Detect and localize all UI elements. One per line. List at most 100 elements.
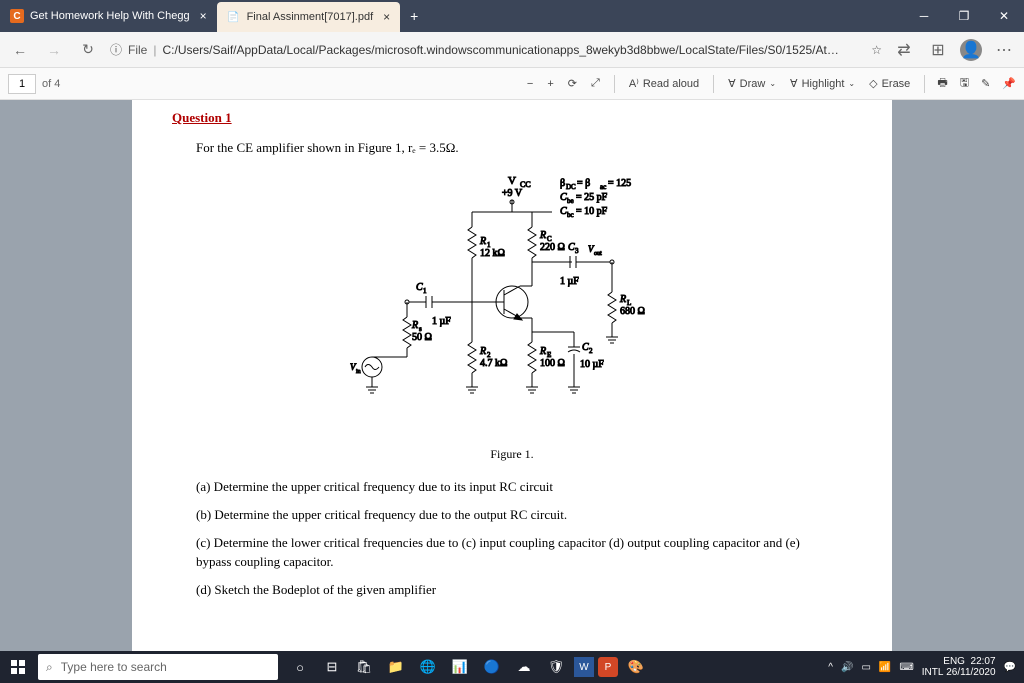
svg-text:2: 2 — [589, 347, 593, 355]
part-a: (a) Determine the upper critical frequen… — [196, 478, 828, 496]
system-tray: ^ 🔊 ▭ 📶 ⌨ ENG 22:07 INTL 26/11/2020 💬 — [828, 656, 1024, 678]
svg-text:R: R — [479, 346, 486, 357]
svg-text:= β: = β — [577, 178, 590, 189]
question-title: Question 1 — [172, 110, 852, 126]
word-icon[interactable]: W — [574, 657, 594, 677]
figure-caption: Figure 1. — [172, 447, 852, 462]
battery-icon[interactable]: ▭ — [861, 662, 870, 673]
url-text: C:/Users/Saif/AppData/Local/Packages/mic… — [162, 43, 838, 57]
back-button[interactable]: ← — [8, 38, 32, 62]
settings-icon[interactable]: ⇄ — [892, 38, 916, 62]
save-button[interactable]: 🖫 — [960, 74, 969, 93]
tab-pdf[interactable]: 📄 Final Assinment[7017].pdf × — [217, 2, 401, 32]
print-button[interactable]: 🖶 — [937, 74, 947, 93]
powerpoint-icon[interactable]: P — [598, 657, 618, 677]
notifications-icon[interactable]: 💬 — [1004, 662, 1016, 673]
taskview-icon[interactable]: ⊟ — [318, 653, 346, 681]
maximize-button[interactable]: ❐ — [944, 0, 984, 32]
svg-text:R: R — [539, 230, 546, 241]
svg-text:50 Ω: 50 Ω — [412, 332, 432, 343]
part-d: (d) Sketch the Bodeplot of the given amp… — [196, 581, 828, 599]
edge-icon[interactable]: 🌐 — [414, 653, 442, 681]
security-icon[interactable]: 🛡 — [542, 653, 570, 681]
cortana-icon[interactable]: ○ — [286, 653, 314, 681]
search-icon: ⌕ — [46, 660, 53, 675]
vcc-label: V — [508, 175, 516, 187]
svg-text:12 kΩ: 12 kΩ — [480, 248, 505, 259]
refresh-button[interactable]: ↻ — [76, 38, 100, 62]
tab-label: Get Homework Help With Chegg — [30, 10, 190, 22]
url-prefix: File — [128, 43, 147, 57]
part-c: (c) Determine the lower critical frequen… — [196, 534, 828, 570]
app2-icon[interactable]: 🎨 — [622, 653, 650, 681]
collections-icon[interactable]: ⊞ — [926, 38, 950, 62]
pin-button[interactable]: 📌 — [1002, 77, 1016, 90]
svg-text:1: 1 — [423, 287, 427, 295]
svg-text:be: be — [567, 197, 574, 205]
input-icon[interactable]: ⌨ — [899, 662, 913, 673]
new-tab-button[interactable]: + — [400, 8, 428, 24]
forward-button[interactable]: → — [42, 38, 66, 62]
wifi-icon[interactable]: 📶 — [879, 662, 891, 673]
search-placeholder: Type here to search — [61, 660, 167, 674]
pdf-viewport: Question 1 For the CE amplifier shown in… — [0, 100, 1024, 651]
svg-text:in: in — [356, 369, 361, 375]
highlight-button[interactable]: ∀Highlight⌄ — [790, 77, 855, 90]
draw-button[interactable]: ∀Draw⌄ — [728, 77, 776, 90]
svg-text:C: C — [560, 192, 567, 203]
svg-text:bc: bc — [567, 211, 574, 219]
cloud-icon[interactable]: ☁ — [510, 653, 538, 681]
svg-text:220 Ω: 220 Ω — [540, 242, 565, 253]
start-button[interactable] — [0, 651, 36, 683]
part-b: (b) Determine the upper critical frequen… — [196, 506, 828, 524]
volume-icon[interactable]: 🔊 — [841, 662, 853, 673]
close-icon[interactable]: × — [200, 9, 207, 23]
taskbar: ⌕ Type here to search ○ ⊟ 🛍 📁 🌐 📊 🔵 ☁ 🛡 … — [0, 651, 1024, 683]
pdf-toolbar: of 4 − + ⟳ ⤢ A⁾Read aloud ∀Draw⌄ ∀Highli… — [0, 68, 1024, 100]
pdf-page: Question 1 For the CE amplifier shown in… — [132, 100, 892, 651]
read-aloud-button[interactable]: A⁾Read aloud — [629, 77, 699, 90]
star-icon[interactable]: ☆ — [871, 43, 882, 57]
page-number-input[interactable] — [8, 74, 36, 94]
pdf-icon: 📄 — [227, 10, 241, 24]
svg-text:C: C — [416, 282, 423, 293]
close-icon[interactable]: × — [383, 10, 390, 24]
svg-text:DC: DC — [566, 183, 576, 191]
store-icon[interactable]: 🛍 — [350, 653, 378, 681]
app-icon[interactable]: 📊 — [446, 653, 474, 681]
erase-button[interactable]: ◇Erase — [869, 77, 910, 90]
tab-chegg[interactable]: C Get Homework Help With Chegg × — [0, 0, 217, 32]
svg-text:R: R — [619, 294, 626, 305]
svg-text:R: R — [539, 346, 546, 357]
svg-text:1 µF: 1 µF — [560, 276, 579, 287]
zoom-in-button[interactable]: + — [547, 78, 553, 90]
url-box[interactable]: ⓘ File | C:/Users/Saif/AppData/Local/Pac… — [110, 41, 882, 58]
task-icons: ○ ⊟ 🛍 📁 🌐 📊 🔵 ☁ 🛡 W P 🎨 — [286, 653, 650, 681]
search-box[interactable]: ⌕ Type here to search — [38, 654, 278, 680]
tab-label: Final Assinment[7017].pdf — [247, 11, 374, 23]
title-bar: C Get Homework Help With Chegg × 📄 Final… — [0, 0, 1024, 32]
svg-text:out: out — [594, 251, 602, 257]
clock[interactable]: ENG 22:07 INTL 26/11/2020 — [922, 656, 996, 678]
svg-text:= 25 pF: = 25 pF — [576, 192, 608, 203]
chrome-icon[interactable]: 🔵 — [478, 653, 506, 681]
svg-text:100 Ω: 100 Ω — [540, 358, 565, 369]
tray-chevron-icon[interactable]: ^ — [828, 662, 833, 673]
svg-text:10 µF: 10 µF — [580, 359, 604, 370]
svg-text:C: C — [560, 206, 567, 217]
fit-button[interactable]: ⤢ — [591, 77, 600, 90]
zoom-out-button[interactable]: − — [527, 78, 533, 90]
rotate-button[interactable]: ⟳ — [568, 77, 577, 90]
svg-text:β: β — [560, 178, 565, 189]
window-controls: ─ ❐ ✕ — [904, 0, 1024, 32]
svg-text:C: C — [582, 342, 589, 353]
svg-text:3: 3 — [575, 247, 579, 255]
explorer-icon[interactable]: 📁 — [382, 653, 410, 681]
question-intro: For the CE amplifier shown in Figure 1, … — [196, 140, 828, 156]
more-icon[interactable]: ⋯ — [992, 38, 1016, 62]
pen-button[interactable]: ✎ — [981, 77, 990, 90]
minimize-button[interactable]: ─ — [904, 0, 944, 32]
profile-icon[interactable]: 👤 — [960, 39, 982, 61]
svg-text:R: R — [479, 236, 486, 247]
close-button[interactable]: ✕ — [984, 0, 1024, 32]
